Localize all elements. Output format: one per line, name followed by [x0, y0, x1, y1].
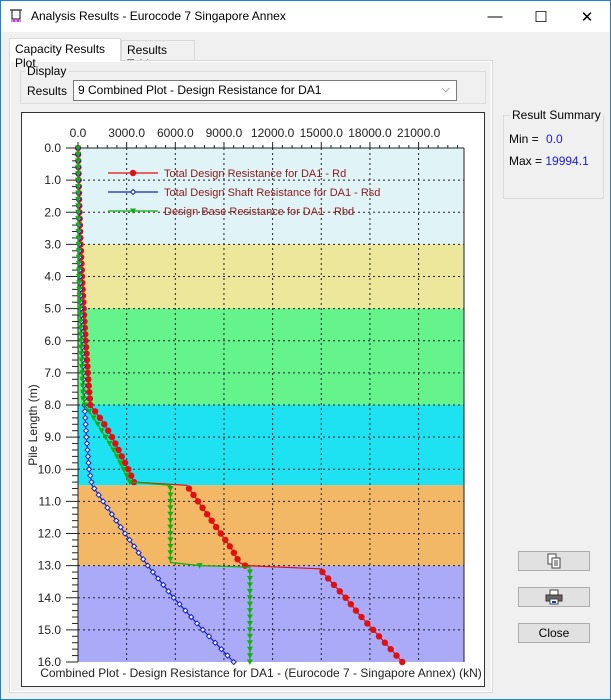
chart-frame: 0.0 3000.0 6000.0 9000.0 12000.0 15000.0 18000… — [21, 112, 485, 687]
y-tick-label: 2.0 — [44, 205, 61, 219]
chevron-down-icon: ⌵ — [441, 83, 450, 95]
copy-button[interactable] — [518, 551, 590, 571]
y-tick-label: 12.0 — [38, 527, 62, 541]
soil-layer-band — [78, 485, 464, 566]
y-tick-label: 3.0 — [44, 237, 61, 251]
y-axis-label: Pile Length (m) — [26, 384, 40, 465]
y-tick-label: 6.0 — [44, 334, 61, 348]
y-tick-label: 11.0 — [39, 494, 62, 508]
legend-entry: Total Design Shaft Resistance for DA1 - … — [164, 187, 380, 199]
x-tick-label: 3000.0 — [108, 126, 145, 140]
copy-icon — [547, 553, 561, 569]
y-tick-label: 0.0 — [44, 141, 61, 155]
soil-layer-band — [78, 565, 464, 662]
x-tick-label: 0.0 — [70, 126, 87, 140]
close-button[interactable]: Close — [518, 623, 590, 643]
maximize-button[interactable]: ☐ — [518, 1, 564, 32]
soil-layer-band — [78, 244, 464, 309]
result-summary-groupbox: Result Summary Min = 0.0 Max = 19994.1 — [503, 108, 604, 199]
close-icon: ✕ — [580, 8, 594, 26]
minimize-button[interactable]: — — [472, 1, 518, 32]
results-label: Results — [27, 84, 68, 98]
x-tick-label: 18000.0 — [348, 126, 392, 140]
max-label: Max = — [509, 154, 543, 168]
close-window-button[interactable]: ✕ — [564, 1, 610, 32]
results-dropdown-value: 9 Combined Plot - Design Resistance for … — [78, 83, 322, 97]
x-tick-label: 6000.0 — [157, 126, 194, 140]
min-label: Min = — [509, 132, 539, 146]
maximize-icon: ☐ — [534, 8, 548, 26]
print-button[interactable] — [518, 587, 590, 607]
tab-results-table[interactable]: Results Table — [121, 40, 195, 71]
min-row: Min = 0.0 — [509, 132, 563, 146]
printer-icon — [545, 589, 563, 605]
app-pile-icon — [10, 9, 22, 22]
y-tick-label: 9.0 — [44, 430, 61, 444]
results-dropdown[interactable]: 9 Combined Plot - Design Resistance for … — [73, 80, 457, 101]
y-tick-label: 4.0 — [44, 270, 61, 284]
series-base-rbd — [75, 145, 253, 665]
y-tick-label: 14.0 — [38, 591, 62, 605]
window-title: Analysis Results - Eurocode 7 Singapore … — [31, 9, 286, 23]
x-axis-label: Combined Plot - Design Resistance for DA… — [40, 666, 482, 680]
title-bar: Analysis Results - Eurocode 7 Singapore … — [1, 1, 610, 32]
tab-panel-plot: Display Results 9 Combined Plot - Design… — [9, 60, 493, 693]
soil-layer-band — [78, 148, 464, 245]
tab-capacity-results-plot[interactable]: Capacity Results Plot — [9, 38, 121, 70]
y-tick-label: 10.0 — [38, 462, 62, 476]
soil-layer-band — [78, 308, 464, 405]
x-tick-label: 9000.0 — [206, 126, 243, 140]
y-tick-label: 7.0 — [44, 366, 61, 380]
y-tick-label: 5.0 — [44, 302, 61, 316]
x-tick-label: 12000.0 — [251, 126, 295, 140]
y-tick-label: 15.0 — [38, 623, 62, 637]
x-tick-label: 21000.0 — [397, 126, 441, 140]
y-tick-label: 8.0 — [44, 398, 61, 412]
soil-layer-band — [78, 405, 464, 486]
y-tick-label: 16.0 — [38, 655, 62, 669]
display-group-label: Display — [25, 64, 69, 78]
legend-entry: Total Design Resistance for DA1 - Rd — [164, 168, 346, 180]
y-tick-label: 13.0 — [38, 559, 62, 573]
min-value: 0.0 — [546, 132, 563, 146]
y-tick-label: 1.0 — [44, 173, 61, 187]
result-summary-label: Result Summary — [510, 108, 603, 122]
minimize-icon: — — [487, 8, 503, 25]
chart-legend: Total Design Resistance for DA1 - Rd Tota… — [108, 168, 380, 218]
legend-entry: Design Base Resistance for DA1 - Rbd — [164, 206, 354, 218]
capacity-chart: 0.0 3000.0 6000.0 9000.0 12000.0 15000.0 18000… — [26, 126, 482, 680]
max-row: Max = 19994.1 — [509, 154, 589, 168]
max-value: 19994.1 — [545, 154, 589, 168]
x-tick-label: 15000.0 — [300, 126, 344, 140]
